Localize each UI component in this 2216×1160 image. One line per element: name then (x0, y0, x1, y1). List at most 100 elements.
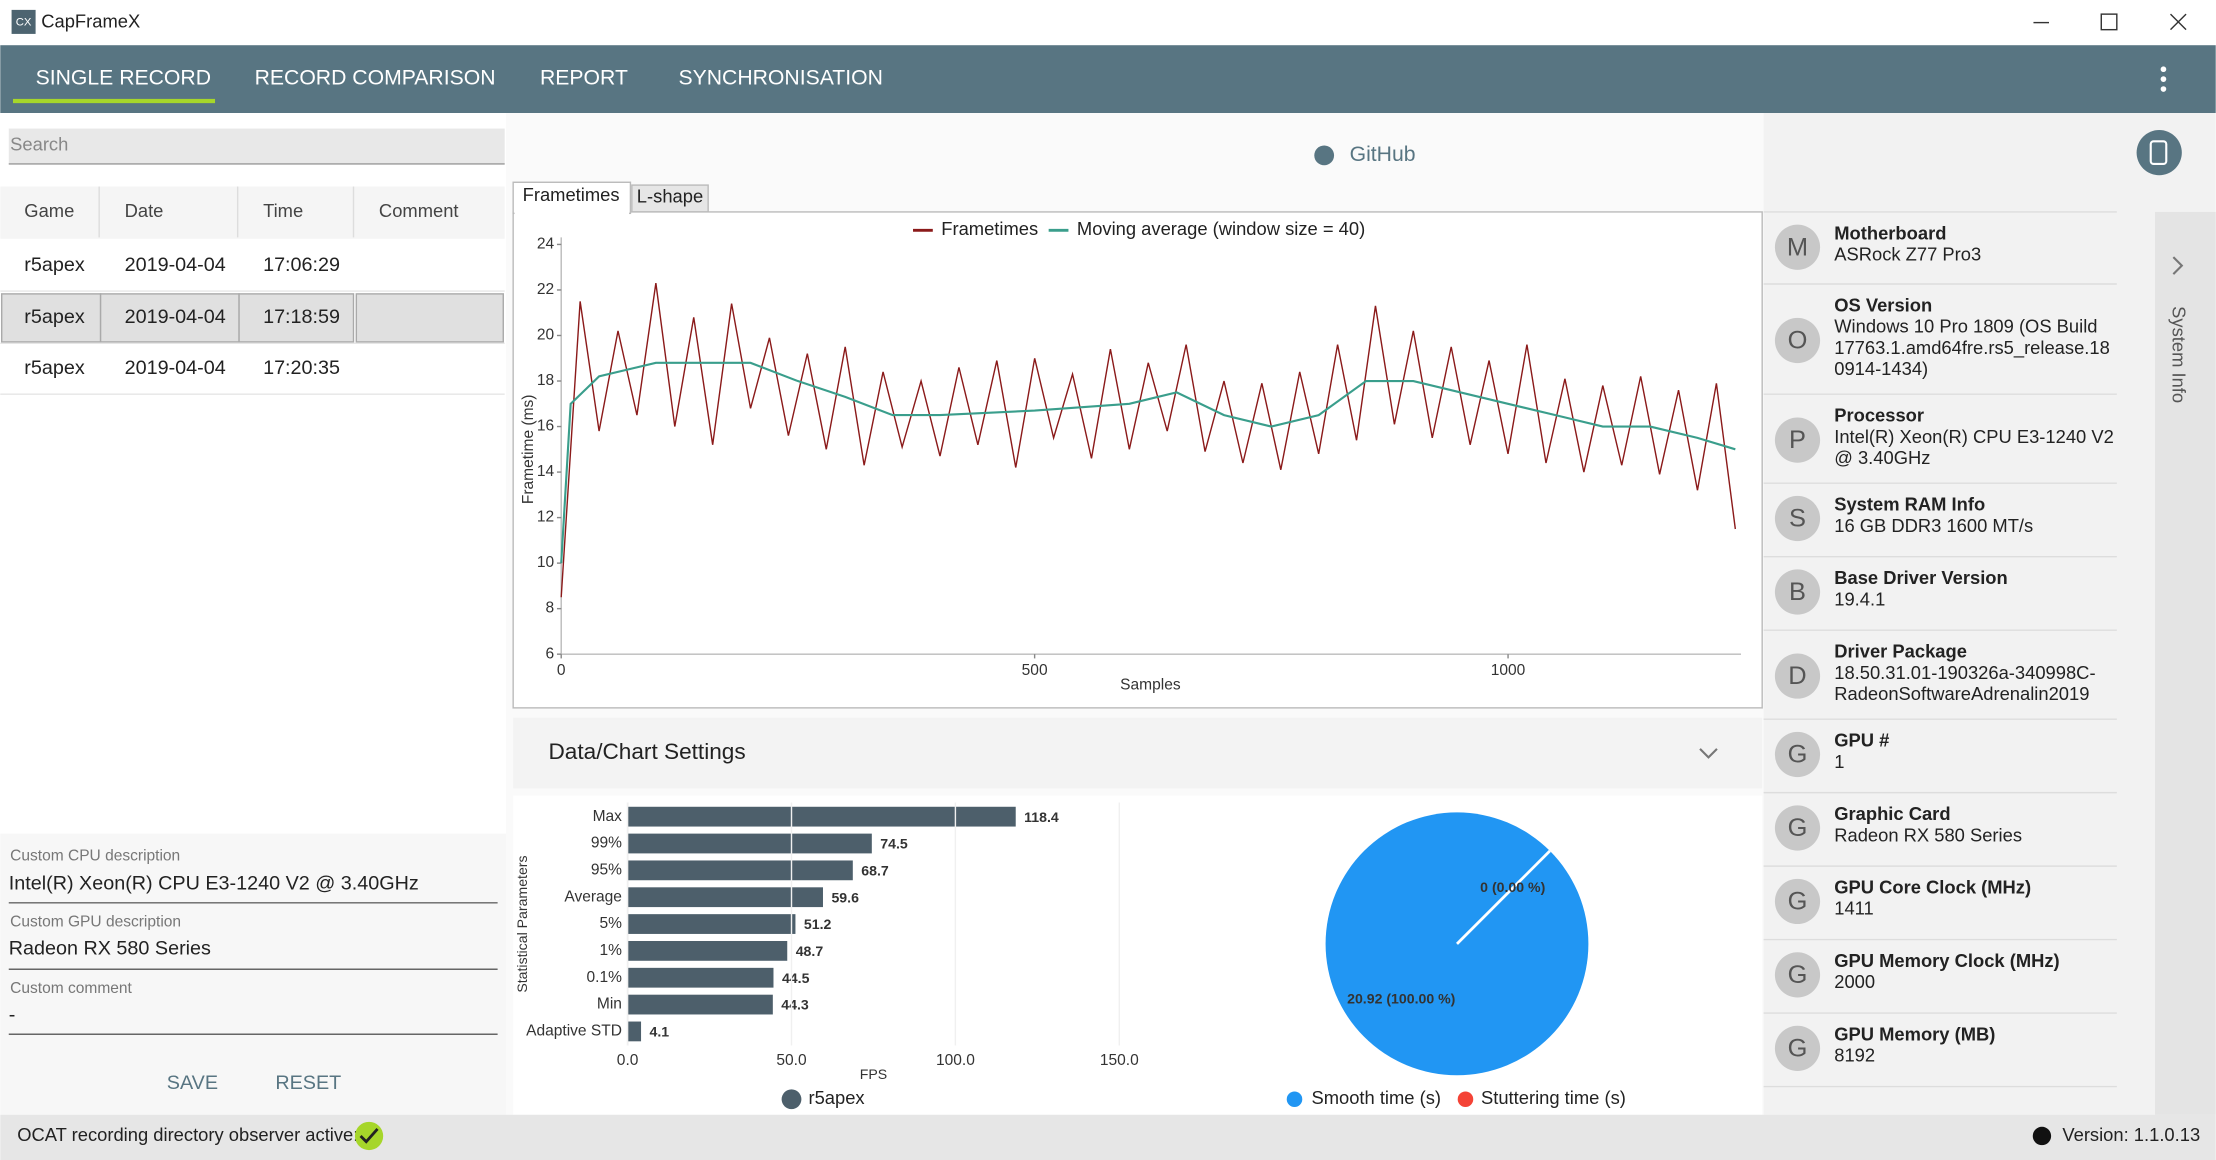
bar (627, 887, 823, 908)
info-avatar-letter: G (1788, 814, 1808, 842)
menu-dot[interactable] (2160, 76, 2167, 82)
bar-value-label: 59.6 (831, 889, 859, 905)
info-label: Graphic Card (1834, 803, 1950, 824)
floating-button-icon (2149, 140, 2168, 165)
y-tick-label: 22 (537, 281, 554, 298)
bar (627, 860, 853, 881)
x-tick-label: 150.0 (1100, 1052, 1139, 1069)
info-avatar-letter: S (1789, 505, 1806, 533)
y-tick-label: 24 (537, 236, 555, 253)
search-box[interactable] (8, 128, 505, 164)
record-cell[interactable]: 2019-04-04 (125, 254, 226, 276)
reset-button[interactable]: RESET (275, 1072, 341, 1094)
github-link[interactable]: GitHub (1350, 143, 1416, 166)
github-icon[interactable] (1314, 145, 1335, 166)
legend-swatch (1286, 1091, 1303, 1108)
x-tick-label: 50.0 (776, 1052, 807, 1069)
info-avatar (1774, 878, 1821, 925)
maximize-button[interactable] (2100, 13, 2118, 31)
info-avatar-letter: B (1789, 578, 1806, 606)
series-line (560, 361, 1736, 564)
legend-label: Moving average (window size = 40) (1077, 218, 1365, 239)
x-tick-label: 500 (1022, 662, 1048, 679)
save-button[interactable]: SAVE (167, 1072, 218, 1094)
nav-tab[interactable]: SINGLE RECORD (36, 67, 211, 90)
info-label: Motherboard (1834, 222, 1946, 243)
system-info-strip[interactable] (2154, 211, 2216, 1115)
pie-value-label: 20.92 (100.00 %) (1347, 990, 1455, 1006)
chart-tab-label[interactable]: Frametimes (523, 184, 620, 205)
selected-cell (238, 293, 355, 343)
info-value: 17763.1.amd64fre.rs5_release.18 (1834, 337, 2110, 359)
info-value: Windows 10 Pro 1809 (OS Build (1834, 316, 2097, 337)
settings-bar[interactable] (513, 717, 1763, 789)
info-avatar (1774, 653, 1821, 699)
bar-value-label: 51.2 (804, 916, 832, 932)
info-label: GPU Memory Clock (MHz) (1834, 950, 2059, 971)
category-label: Min (597, 996, 622, 1013)
y-tick-label: 10 (537, 554, 555, 571)
info-avatar (1774, 805, 1821, 851)
settings-title[interactable]: Data/Chart Settings (548, 739, 745, 764)
info-icon[interactable] (2032, 1126, 2052, 1146)
strip-chevron[interactable] (2172, 256, 2184, 275)
menu-dot[interactable] (2160, 86, 2167, 92)
nav-tab[interactable]: RECORD COMPARISON (255, 67, 496, 90)
y-tick-label: 6 (545, 645, 554, 662)
field-value[interactable]: Radeon RX 580 Series (9, 938, 211, 960)
custom-panel (0, 833, 507, 1115)
field-label: Custom CPU description (10, 847, 180, 864)
category-label: 5% (600, 915, 623, 932)
app-icon (11, 9, 36, 34)
bar-value-label: 74.5 (880, 836, 908, 852)
window-title: CapFrameX (41, 10, 140, 31)
y-axis-title: Frametime (ms) (520, 395, 537, 505)
y-tick-label: 8 (545, 600, 554, 617)
record-cell[interactable]: r5apex (24, 254, 85, 276)
nav-tab[interactable]: SYNCHRONISATION (678, 67, 882, 90)
chart-tab-active[interactable] (512, 181, 632, 215)
record-cell[interactable]: 17:06:29 (263, 254, 340, 276)
info-avatar-letter: O (1788, 327, 1808, 355)
table-header (0, 186, 505, 239)
info-value: 1 (1834, 751, 1844, 772)
info-avatar (1774, 1025, 1821, 1071)
bar (627, 806, 1016, 827)
expand-chevron[interactable] (1699, 748, 1718, 759)
pie-value-label: 0 (0.00 %) (1480, 879, 1545, 895)
category-label: 1% (600, 942, 623, 959)
info-value: Radeon RX 580 Series (1834, 824, 2022, 845)
close-button[interactable] (2170, 13, 2187, 31)
observer-status: OCAT recording directory observer active… (17, 1124, 358, 1145)
y-tick-label: 14 (537, 463, 555, 480)
info-value: ASRock Z77 Pro3 (1834, 244, 1981, 265)
chart-tab-label[interactable]: L-shape (637, 186, 703, 207)
record-cell[interactable]: 17:20:35 (263, 357, 340, 379)
record-cell[interactable]: r5apex (24, 357, 85, 379)
menu-dot[interactable] (2160, 66, 2167, 73)
series-line (560, 283, 1737, 598)
record-cell[interactable]: r5apex (24, 306, 85, 328)
category-label: 99% (591, 835, 622, 852)
category-label: Max (593, 808, 623, 825)
y-tick-label: 12 (537, 509, 554, 526)
bar (627, 967, 774, 988)
floating-button[interactable] (2136, 129, 2182, 176)
info-avatar-letter: G (1788, 1035, 1808, 1063)
column-header: Time (263, 200, 303, 221)
info-avatar-letter: G (1788, 741, 1808, 769)
nav-tab[interactable]: REPORT (540, 67, 628, 90)
frametime-chart-frame (512, 211, 1763, 709)
record-cell[interactable]: 2019-04-04 (125, 306, 226, 328)
x-axis-title: FPS (860, 1066, 887, 1082)
field-value[interactable]: Intel(R) Xeon(R) CPU E3-1240 V2 @ 3.40GH… (9, 873, 419, 895)
field-value[interactable]: - (9, 1004, 16, 1026)
app-icon-text: CX (16, 17, 32, 29)
y-axis-title: Statistical Parameters (514, 855, 530, 992)
info-label: GPU Memory (MB) (1834, 1024, 1995, 1045)
record-cell[interactable]: 17:18:59 (263, 306, 340, 328)
legend-swatch (781, 1089, 802, 1110)
info-avatar (1774, 952, 1821, 998)
info-value: @ 3.40GHz (1834, 447, 1930, 468)
record-cell[interactable]: 2019-04-04 (125, 357, 226, 379)
